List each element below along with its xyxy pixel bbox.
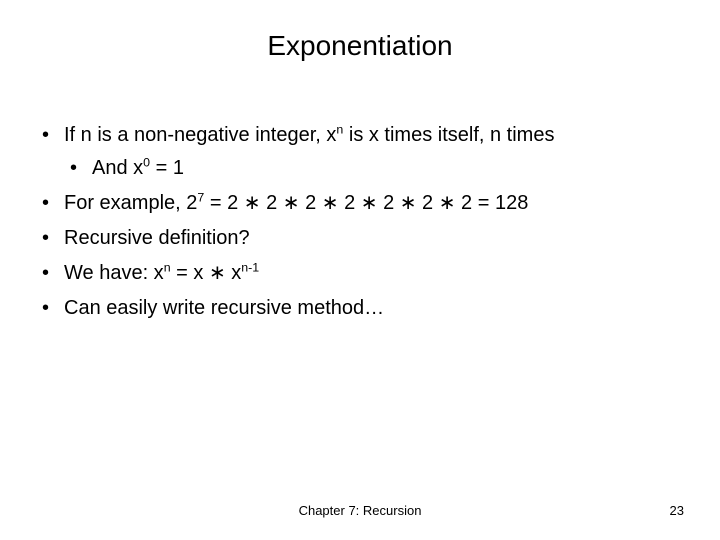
bullet-list: If n is a non-negative integer, x n is x … [36, 120, 684, 324]
bullet-2-post: = 2 ∗ 2 ∗ 2 ∗ 2 ∗ 2 ∗ 2 ∗ 2 = 128 [204, 192, 528, 214]
bullet-4-sup1: n [164, 260, 171, 274]
slide-title: Exponentiation [36, 30, 684, 62]
bullet-1a-post: = 1 [150, 157, 184, 179]
bullet-1a: And x0 = 1 [64, 153, 684, 184]
bullet-4: We have: xn = x ∗ xn-1 [36, 258, 684, 289]
bullet-4-pre: We have: x [64, 262, 164, 284]
bullet-5: Can easily write recursive method… [36, 293, 684, 324]
bullet-4-sup2: n-1 [241, 260, 259, 274]
footer-chapter: Chapter 7: Recursion [0, 503, 720, 518]
slide: Exponentiation If n is a non-negative in… [0, 0, 720, 540]
bullet-1: If n is a non-negative integer, xn is x … [36, 120, 684, 184]
bullet-3-text: Recursive definition? [64, 227, 250, 249]
bullet-1-text-pre: If n is a non-negative integer, x [64, 124, 336, 146]
bullet-1a-pre: And x [92, 157, 143, 179]
bullet-2-pre: For example, 2 [64, 192, 197, 214]
bullet-4-mid: = x ∗ x [171, 262, 242, 284]
bullet-2: For example, 27 = 2 ∗ 2 ∗ 2 ∗ 2 ∗ 2 ∗ 2 … [36, 188, 684, 219]
bullet-1-text-post: is x times itself, n times [343, 124, 554, 146]
bullet-5-text: Can easily write recursive method… [64, 297, 384, 319]
bullet-3: Recursive definition? [36, 223, 684, 254]
footer-page-number: 23 [670, 503, 684, 518]
sub-bullet-list: And x0 = 1 [64, 153, 684, 184]
